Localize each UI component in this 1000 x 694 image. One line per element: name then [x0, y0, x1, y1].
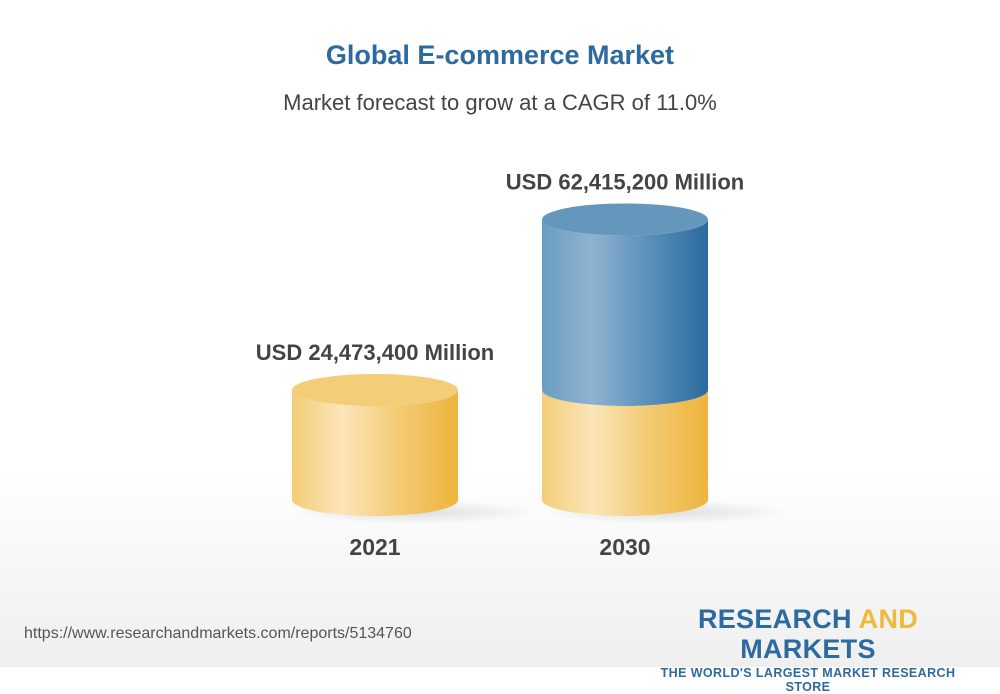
chart-title: Global E-commerce Market [325, 40, 675, 70]
logo-text: RESEARCH [697, 604, 859, 634]
category-label: 2021 [349, 534, 400, 560]
data-label: USD 62,415,200 Million [506, 169, 744, 194]
data-label: USD 24,473,400 Million [256, 340, 494, 365]
cylinder-growth-2030 [542, 219, 708, 406]
cylinder-base-2021 [292, 390, 458, 516]
cylinder-base-2030 [542, 390, 708, 516]
chart-subtitle: Market forecast to grow at a CAGR of 11.… [283, 90, 717, 115]
cylinder-top-2021 [292, 374, 458, 406]
cylinder-chart: USD 24,473,400 Million 2021 USD 62,415,200… [256, 169, 788, 560]
category-label: 2030 [599, 534, 650, 560]
logo-tagline: THE WORLD'S LARGEST MARKET RESEARCH STOR… [660, 666, 956, 694]
logo-text-and: AND [858, 604, 919, 634]
research-and-markets-logo: RESEARCH AND MARKETS THE WORLD'S LARGEST… [638, 604, 978, 694]
cylinder-top-2030 [542, 203, 708, 236]
report-url[interactable]: https://www.researchandmarkets.com/repor… [24, 625, 412, 642]
logo-text: MARKETS [740, 634, 876, 664]
